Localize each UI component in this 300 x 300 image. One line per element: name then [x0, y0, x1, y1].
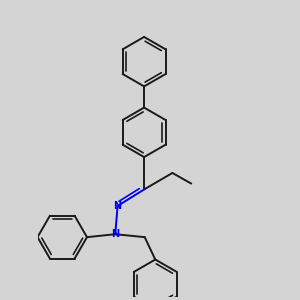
Text: N: N [113, 201, 122, 211]
Text: N: N [111, 229, 119, 239]
